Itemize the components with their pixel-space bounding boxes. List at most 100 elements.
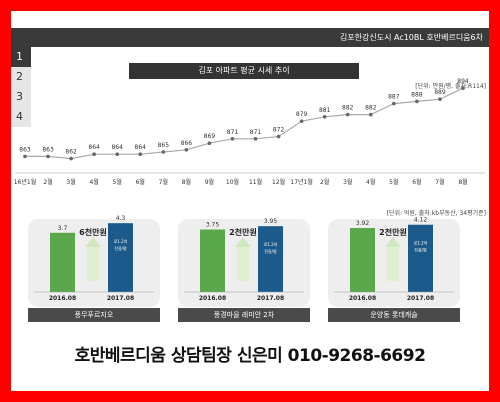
x-tick-label: 2월 bbox=[320, 178, 329, 186]
category-label: 2016.08 bbox=[49, 295, 76, 302]
data-point bbox=[230, 137, 235, 141]
category-label: 2016.08 bbox=[349, 295, 376, 302]
data-label: 871 bbox=[227, 129, 239, 136]
data-label: 863 bbox=[42, 146, 54, 153]
bar bbox=[350, 228, 375, 292]
data-label: 871 bbox=[250, 129, 262, 136]
x-tick-label: 16년1월 bbox=[14, 178, 37, 186]
increase-arrow-head bbox=[85, 237, 101, 247]
contact-footer: 호반베르디움 상담팀장 신은미 010-9268-6692 bbox=[74, 346, 426, 366]
increase-arrow-shaft bbox=[237, 247, 249, 281]
bar-value-label: 3.92 bbox=[356, 220, 370, 227]
x-tick-label: 12월 bbox=[272, 178, 285, 186]
increase-arrow-shaft bbox=[87, 247, 99, 281]
data-point bbox=[46, 154, 50, 159]
data-label: 887 bbox=[388, 94, 400, 101]
content-card: 김포한강신도시 Ac10BL 호반베르디움6차 1 2 3 4 김포 아파트 평… bbox=[11, 11, 489, 391]
x-tick-label: 7월 bbox=[159, 178, 168, 186]
data-point bbox=[69, 156, 73, 161]
tab-1[interactable]: 1 bbox=[11, 47, 31, 67]
x-tick-label: 8월 bbox=[458, 178, 467, 186]
tab-2[interactable]: 2 bbox=[11, 67, 31, 87]
header-bar: 김포한강신도시 Ac10BL 호반베르디움6차 bbox=[11, 28, 489, 47]
data-point bbox=[115, 152, 120, 156]
data-label: 863 bbox=[19, 146, 31, 153]
data-label: 894 bbox=[457, 78, 469, 85]
panel-label-pungyeong: 풍경마을 래미안 2차 bbox=[178, 308, 310, 322]
data-label: 889 bbox=[434, 89, 446, 96]
data-label: 865 bbox=[158, 142, 170, 149]
bar bbox=[258, 226, 283, 292]
x-tick-label: 8월 bbox=[182, 178, 191, 186]
x-tick-label: 5월 bbox=[113, 178, 122, 186]
category-label: 2017.08 bbox=[407, 295, 434, 302]
bar-note: 전용/평 bbox=[114, 245, 127, 251]
data-point bbox=[392, 101, 396, 106]
data-label: 864 bbox=[111, 144, 123, 151]
increase-label: 2천만원 bbox=[379, 227, 407, 237]
bar bbox=[108, 223, 133, 292]
bar-value-label: 4.3 bbox=[116, 215, 126, 222]
panel-label-unyang: 운양동 롯데캐슬 bbox=[328, 308, 460, 322]
data-point bbox=[207, 141, 212, 145]
data-point bbox=[23, 154, 27, 159]
x-tick-label: 10월 bbox=[226, 178, 239, 186]
x-tick-label: 3월 bbox=[343, 178, 352, 186]
increase-arrow-head bbox=[385, 237, 401, 247]
category-label: 2017.08 bbox=[107, 295, 134, 302]
data-point bbox=[92, 152, 96, 156]
x-tick-label: 5월 bbox=[389, 178, 398, 186]
data-label: 882 bbox=[365, 105, 377, 112]
data-label: 888 bbox=[411, 91, 423, 98]
category-label: 2016.08 bbox=[199, 295, 226, 302]
bar bbox=[408, 224, 433, 292]
bar bbox=[200, 229, 225, 292]
data-point bbox=[461, 86, 465, 90]
x-tick-label: 4월 bbox=[366, 178, 375, 186]
data-label: 866 bbox=[181, 140, 193, 147]
bar-value-label: 3.7 bbox=[58, 225, 68, 232]
data-point bbox=[415, 99, 419, 104]
data-label: 882 bbox=[342, 105, 354, 112]
data-label: 862 bbox=[65, 149, 77, 156]
data-label: 864 bbox=[135, 144, 147, 151]
line-chart-title: 김포 아파트 평균 시세 추이 bbox=[129, 63, 359, 79]
bar-value-label: 3.95 bbox=[264, 218, 278, 225]
panel-label-pungmu: 풍무푸르지오 bbox=[28, 308, 160, 322]
data-point bbox=[184, 148, 189, 152]
x-tick-label: 4월 bbox=[89, 178, 98, 186]
data-point bbox=[345, 112, 350, 117]
data-label: 881 bbox=[319, 107, 331, 114]
data-point bbox=[438, 97, 442, 101]
bar-note: 전용/평 bbox=[264, 248, 277, 254]
series-line bbox=[25, 87, 464, 160]
tab-3[interactable]: 3 bbox=[11, 87, 31, 107]
tab-4[interactable]: 4 bbox=[11, 107, 31, 127]
increase-label: 6천만원 bbox=[79, 227, 107, 237]
data-point bbox=[322, 115, 327, 119]
increase-label: 2천만원 bbox=[229, 227, 257, 237]
x-tick-label: 6월 bbox=[412, 178, 421, 186]
line-chart: 863 16년1월 863 2월 862 3월 864 4월 864 5월 864 6월 865 7월 86… bbox=[14, 78, 485, 186]
increase-arrow-shaft bbox=[387, 247, 399, 281]
increase-arrow-head bbox=[235, 237, 251, 247]
data-point bbox=[253, 137, 258, 141]
bar-note: 로1.2억 bbox=[114, 238, 128, 244]
x-tick-label: 17년1월 bbox=[290, 178, 313, 186]
x-tick-label: 6월 bbox=[136, 178, 145, 186]
bar-value-label: 4.12 bbox=[414, 217, 428, 224]
line-chart-unit-note: [단위: 만원/평, 출처:R114] bbox=[415, 83, 486, 90]
bar-note: 전용/평 bbox=[414, 247, 427, 253]
bar-value-label: 3.75 bbox=[206, 222, 220, 229]
data-point bbox=[161, 150, 166, 154]
bar-chart-unit-note: [단위: 억원, 출처:kb부동산, 34평기준] bbox=[386, 210, 486, 217]
x-tick-label: 11월 bbox=[249, 178, 262, 186]
data-label: 864 bbox=[88, 144, 100, 151]
data-point bbox=[276, 134, 281, 139]
x-tick-label: 3월 bbox=[66, 178, 75, 186]
bar bbox=[50, 232, 75, 292]
data-point bbox=[299, 119, 304, 123]
bar-note: 로1.2억 bbox=[414, 240, 428, 246]
x-tick-label: 7월 bbox=[435, 178, 444, 186]
